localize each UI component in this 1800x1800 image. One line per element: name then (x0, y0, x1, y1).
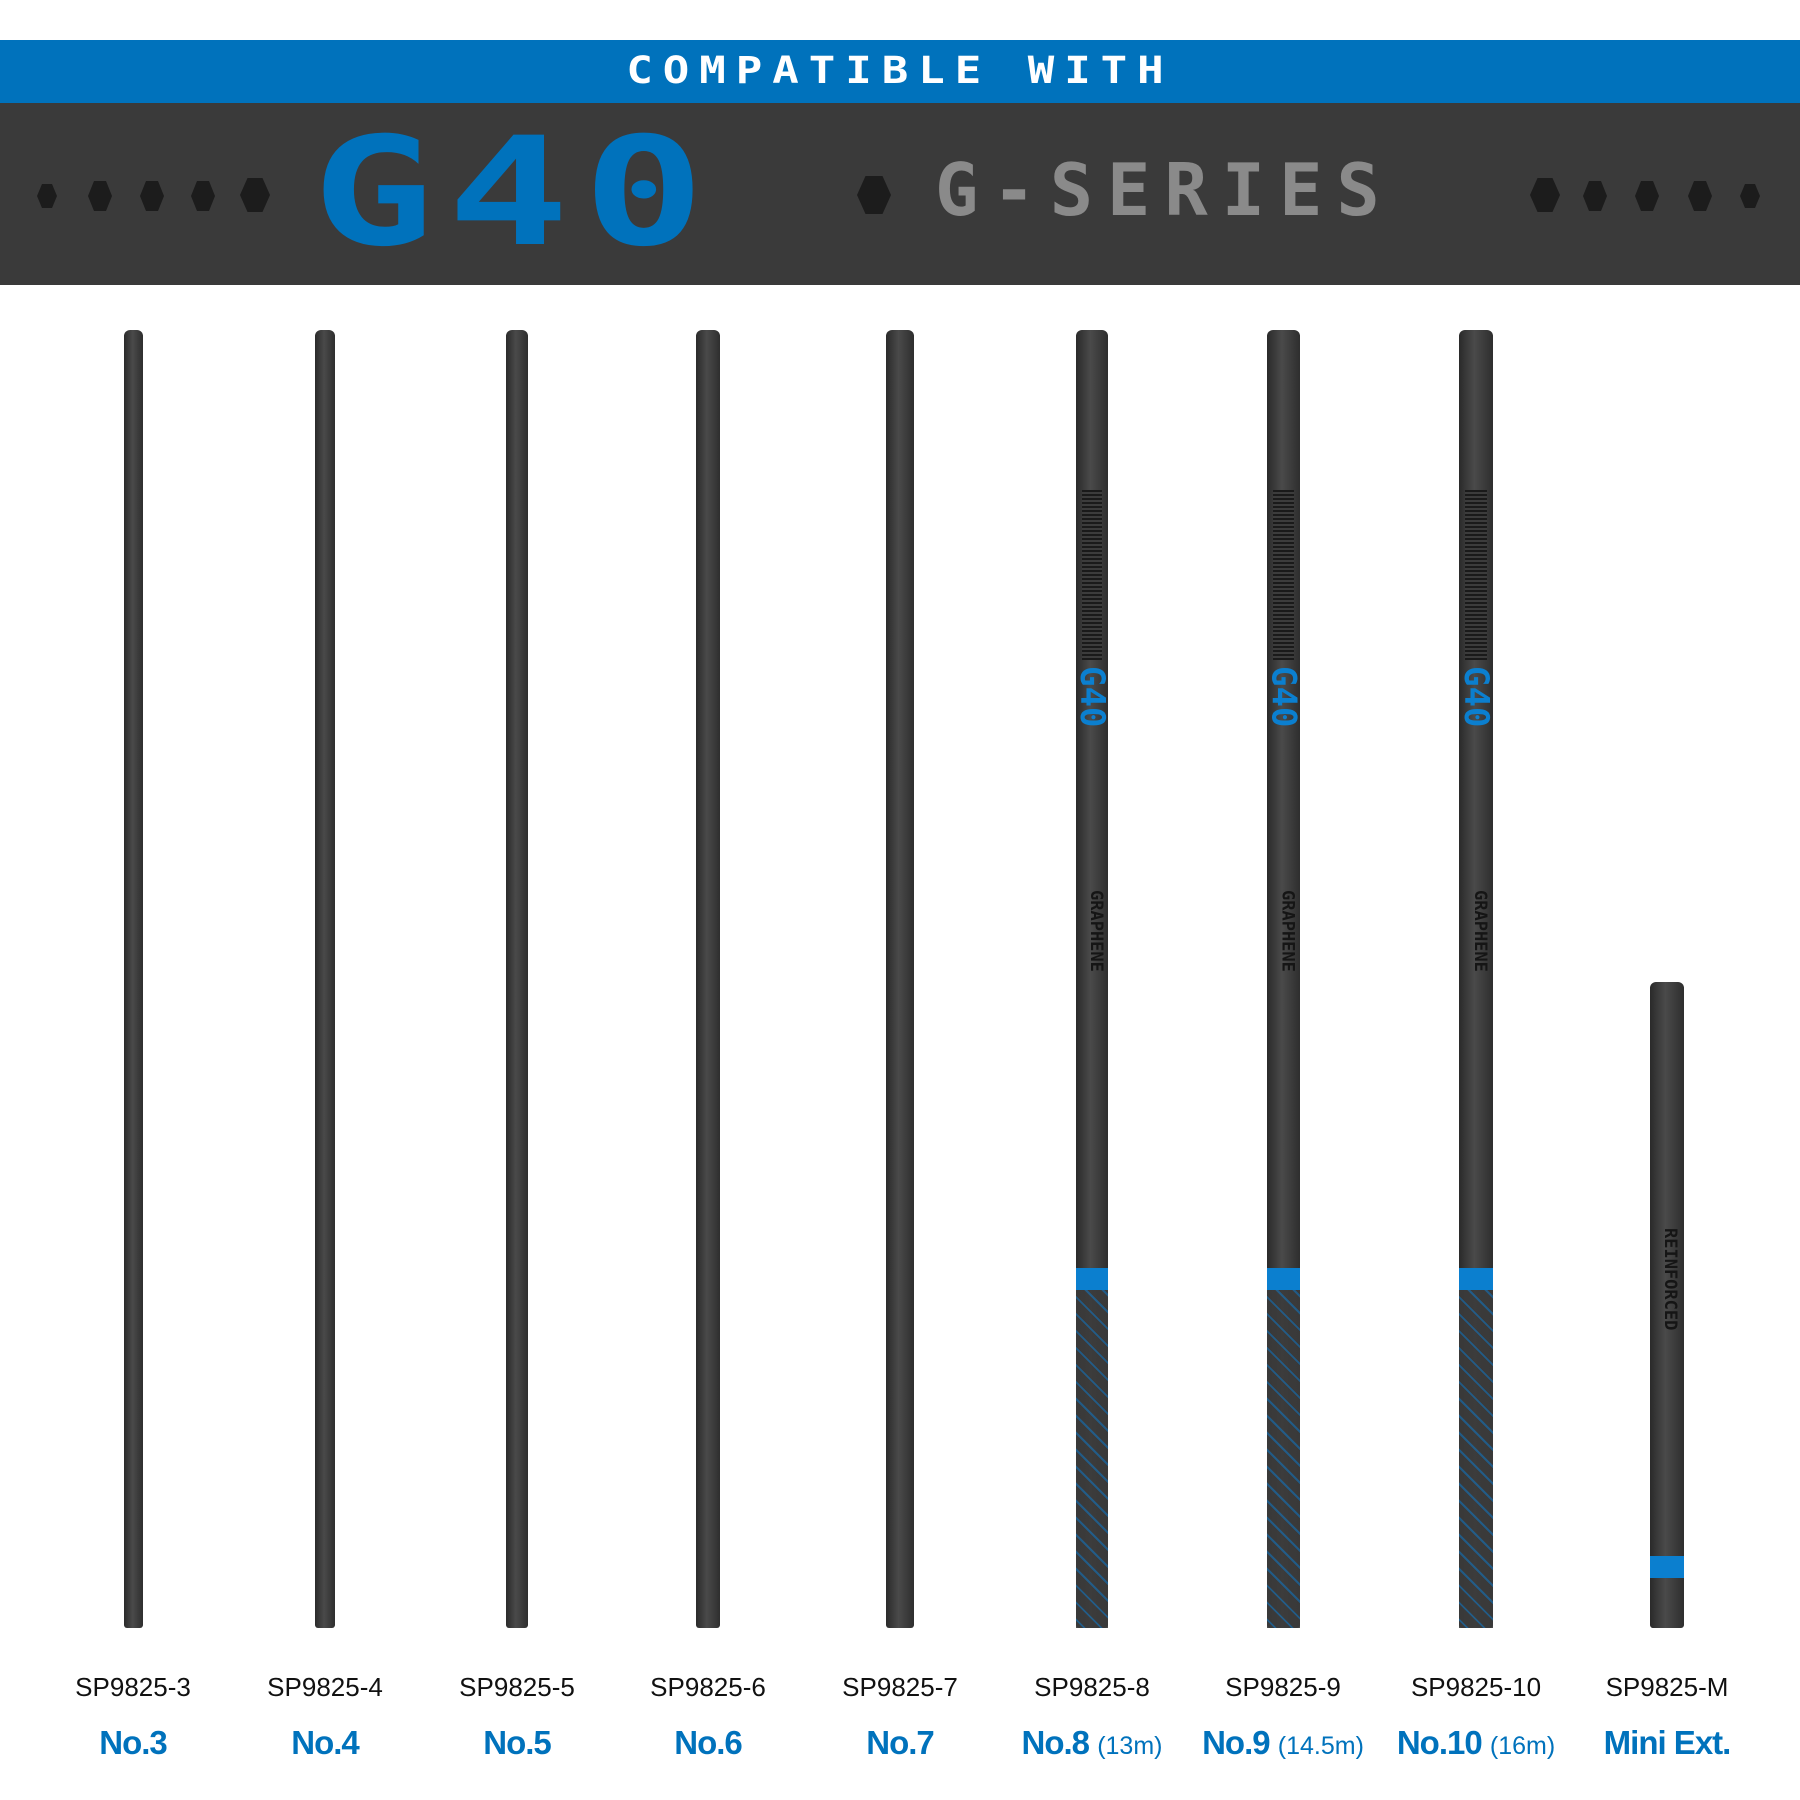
pole-section-6 (696, 330, 720, 1628)
product-code: SP9825-5 (459, 1672, 575, 1702)
pole-section-9: G40 GRAPHENE (1264, 330, 1304, 1628)
pole-section-3 (124, 330, 143, 1628)
pole-material-text: GRAPHENE (1277, 890, 1298, 972)
model-logo: G40 (312, 106, 719, 280)
section-name: No.10 (16m) (1396, 1724, 1556, 1761)
product-code: SP9825-8 (1034, 1672, 1150, 1702)
pole-model-text: G40 (1072, 666, 1112, 728)
product-code: SP9825-3 (75, 1672, 191, 1702)
pole-section-8: G40 GRAPHENE (1072, 330, 1112, 1628)
product-code: SP9825-9 (1225, 1672, 1341, 1702)
section-name: No.3 (99, 1724, 168, 1761)
pole-section-5 (506, 330, 528, 1628)
section-name: No.8 (13m) (1021, 1724, 1163, 1761)
pole-model-text: G40 (1263, 666, 1304, 728)
compatible-banner: COMPATIBLE WITH (0, 40, 1800, 103)
section-length: (13m) (1097, 1732, 1163, 1760)
section-name: No.6 (674, 1724, 743, 1761)
section-name: No.4 (291, 1724, 360, 1761)
section-name: Mini Ext. (1603, 1724, 1732, 1761)
pole-mini-extension: REINFORCED (1650, 982, 1684, 1628)
product-code: SP9825-7 (842, 1672, 958, 1702)
pole-section-10: G40 GRAPHENE (1456, 330, 1496, 1628)
pole-material-text: GRAPHENE (1470, 890, 1490, 972)
compatible-label: COMPATIBLE WITH (626, 48, 1174, 93)
section-name: No.9 (14.5m) (1202, 1724, 1364, 1761)
product-code: SP9825-10 (1410, 1672, 1542, 1702)
pole-material-text: GRAPHENE (1086, 890, 1106, 972)
product-code: SP9825-6 (650, 1672, 766, 1702)
pole-section-7 (886, 330, 914, 1628)
section-name: No.5 (483, 1724, 552, 1761)
pole-mini-text: REINFORCED (1660, 1228, 1680, 1331)
section-length: (14.5m) (1277, 1732, 1364, 1760)
series-banner (0, 103, 1800, 285)
pole-model-text: G40 (1456, 666, 1496, 728)
section-length: (16m) (1489, 1732, 1556, 1760)
product-code: SP9825-M (1605, 1672, 1729, 1702)
section-name: No.7 (866, 1724, 935, 1761)
series-label: G-SERIES (935, 148, 1394, 232)
pole-section-4 (315, 330, 335, 1628)
product-code: SP9825-4 (267, 1672, 383, 1702)
